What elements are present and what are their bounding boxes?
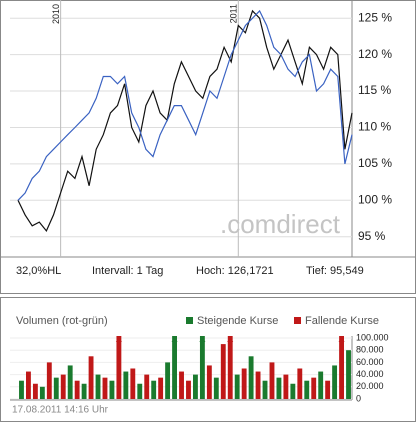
volume-bar (67, 365, 73, 399)
overflow-arrow (115, 337, 122, 342)
volume-bar (241, 368, 247, 399)
volume-panel (0, 297, 416, 422)
volume-bar (325, 380, 331, 399)
y-tick-label: 105 % (358, 156, 392, 170)
legend-swatch (186, 317, 193, 324)
volume-bar (318, 371, 324, 399)
legend-label: Steigende Kurse (197, 315, 278, 327)
volume-bar (206, 365, 212, 399)
volume-bar (332, 365, 338, 399)
volume-bar (130, 368, 136, 399)
overflow-arrow (338, 337, 345, 342)
y-tick-label: 80.000 (356, 345, 384, 355)
overflow-arrow (227, 337, 234, 342)
overflow-arrow (199, 337, 206, 342)
volume-bar (339, 336, 344, 399)
y-tick-label: 125 % (358, 10, 392, 24)
volume-bar (234, 374, 240, 399)
volume-bar (102, 377, 108, 399)
volume-bar (137, 383, 143, 399)
volume-bar (311, 377, 317, 399)
volume-bar (179, 371, 184, 399)
volume-bar (276, 377, 282, 399)
volume-bar (109, 380, 115, 399)
volume-bar (290, 383, 296, 399)
volume-bar (95, 374, 101, 399)
volume-bar (88, 356, 94, 399)
y-tick-label: 100 % (358, 192, 392, 206)
volume-bar (165, 362, 171, 399)
volume-bars (19, 336, 351, 399)
volume-bar (304, 380, 310, 399)
volume-bar (60, 374, 66, 399)
legend-label: Fallende Kurse (305, 315, 379, 327)
volume-bar (32, 383, 38, 399)
volume-bar (116, 336, 122, 399)
volume-bar (193, 374, 198, 399)
volume-bar (39, 386, 45, 399)
stat-label: Intervall: 1 Tag (92, 265, 163, 277)
price-panel (0, 0, 416, 294)
y-tick-label: 95 % (358, 229, 386, 243)
volume-bar (283, 374, 289, 399)
volume-bar (53, 377, 59, 399)
volume-bar (248, 356, 254, 399)
timestamp: 17.08.2011 14:16 Uhr (12, 405, 109, 416)
volume-bar (172, 336, 177, 399)
volume-bar (269, 362, 275, 399)
volume-bar (19, 380, 24, 399)
watermark: .comdirect (220, 209, 341, 239)
volume-bar (297, 368, 303, 399)
volume-bar (26, 371, 31, 399)
volume-bar (123, 371, 129, 399)
stat-label: 32,0%HL (16, 265, 61, 277)
price-line (17, 9, 353, 233)
y-tick-label: 120 % (358, 47, 392, 61)
volume-bar (186, 380, 191, 399)
volume-title: Volumen (rot-grün) (16, 315, 108, 327)
volume-bar (227, 336, 233, 399)
overflow-arrow (171, 337, 178, 342)
x-tick-label: 2010 (51, 4, 61, 24)
y-tick-label: 110 % (358, 120, 391, 134)
volume-bar (158, 377, 164, 399)
volume-bar (151, 380, 157, 399)
volume-bar (74, 380, 80, 399)
price-line (17, 9, 353, 201)
volume-bar (346, 350, 351, 399)
y-tick-label: 60.000 (356, 357, 384, 367)
y-tick-label: 0 (356, 393, 361, 403)
volume-bar (46, 362, 52, 399)
y-tick-label: 20.000 (356, 381, 384, 391)
stat-label: Hoch: 126,1721 (196, 265, 274, 277)
y-tick-label: 40.000 (356, 369, 384, 379)
y-tick-label: 100.000 (356, 332, 389, 342)
y-tick-label: 115 % (358, 83, 391, 97)
legend-swatch (294, 317, 301, 324)
volume-bar (81, 383, 87, 399)
volume-bar (262, 380, 268, 399)
volume-bar (220, 344, 226, 399)
stat-label: Tief: 95,549 (306, 265, 364, 277)
volume-bar (255, 371, 261, 399)
volume-bar (199, 336, 205, 399)
volume-bar (144, 374, 150, 399)
volume-bar (213, 377, 219, 399)
x-tick-label: 2011 (229, 4, 239, 23)
